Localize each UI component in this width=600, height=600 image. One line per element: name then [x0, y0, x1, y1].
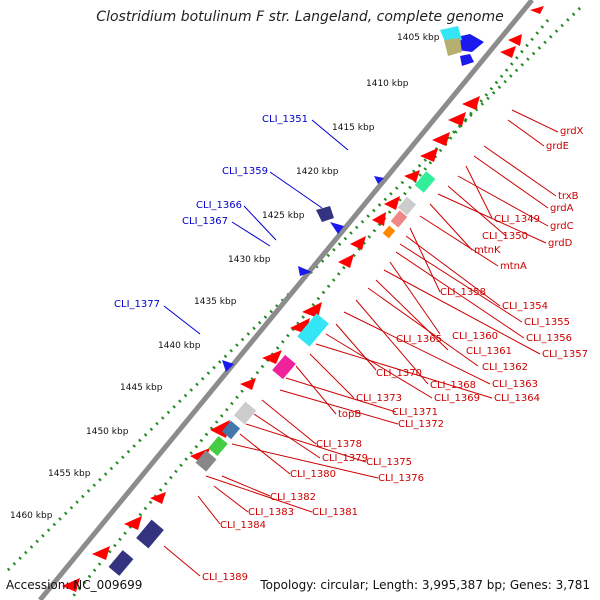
right-label: CLI_1370 — [376, 368, 422, 379]
right-label: CLI_1369 — [434, 393, 480, 404]
right-label: CLI_1371 — [392, 407, 438, 418]
left-leader-lines — [163, 119, 349, 335]
right-label: CLI_1355 — [524, 317, 570, 328]
right-label: grdD — [548, 238, 573, 249]
genome-backbone — [38, 0, 534, 600]
right-label: CLI_1350 — [482, 231, 528, 242]
kbp-tick: 1405 kbp — [397, 33, 440, 43]
left-label: CLI_1351 — [262, 114, 308, 125]
right-label: CLI_1373 — [356, 393, 402, 404]
map-title: Clostridium botulinum F str. Langeland, … — [96, 9, 504, 25]
forward-genes — [222, 26, 484, 372]
kbp-tick: 1410 kbp — [366, 79, 409, 89]
right-label: trxB — [558, 191, 579, 202]
right-label: CLI_1380 — [290, 469, 336, 480]
right-label: CLI_1381 — [312, 507, 358, 518]
right-label: CLI_1360 — [452, 331, 498, 342]
right-label: CLI_1382 — [270, 492, 316, 503]
right-label: CLI_1378 — [316, 439, 362, 450]
right-label: CLI_1389 — [202, 572, 248, 583]
right-label: CLI_1364 — [494, 393, 540, 404]
right-label: CLI_1354 — [502, 301, 548, 312]
kbp-tick: 1420 kbp — [296, 167, 339, 177]
right-label: CLI_1375 — [366, 457, 412, 468]
right-label: grdC — [550, 221, 574, 232]
kbp-tick: 1415 kbp — [332, 123, 375, 133]
right-label: CLI_1372 — [398, 419, 444, 430]
right-label: CLI_1349 — [494, 214, 540, 225]
right-label: grdE — [546, 141, 569, 152]
right-label: CLI_1368 — [430, 380, 476, 391]
right-label: CLI_1383 — [248, 507, 294, 518]
left-label: CLI_1377 — [114, 299, 160, 310]
kbp-tick: 1445 kbp — [120, 383, 163, 393]
right-label: mtnA — [500, 261, 527, 272]
kbp-tick: 1455 kbp — [48, 469, 91, 479]
right-leader-lines — [163, 109, 559, 577]
right-label: CLI_1365 — [396, 334, 442, 345]
left-label: CLI_1359 — [222, 166, 268, 177]
left-label: CLI_1367 — [182, 216, 228, 227]
right-label: grdA — [550, 203, 574, 214]
right-label: CLI_1384 — [220, 520, 266, 531]
left-labels: CLI_1351 CLI_1359 CLI_1366 CLI_1367 CLI_… — [114, 114, 308, 310]
kbp-tick-labels: 1405 kbp 1410 kbp 1415 kbp 1420 kbp 1425… — [10, 33, 440, 521]
right-label: CLI_1356 — [526, 333, 572, 344]
reverse-genes-colored — [108, 171, 436, 576]
right-label: CLI_1361 — [466, 346, 512, 357]
right-label: CLI_1379 — [322, 453, 368, 464]
right-label: CLI_1357 — [542, 349, 588, 360]
right-label: mtnK — [474, 245, 501, 256]
kbp-tick: 1450 kbp — [86, 427, 129, 437]
right-label: CLI_1362 — [482, 362, 528, 373]
kbp-tick: 1440 kbp — [158, 341, 201, 351]
left-label: CLI_1366 — [196, 200, 242, 211]
accession-label: Accession: NC_009699 — [6, 578, 143, 592]
right-labels: grdX grdE trxB grdA CLI_1349 grdC CLI_13… — [202, 126, 588, 583]
right-label: CLI_1358 — [440, 287, 486, 298]
genome-summary: Topology: circular; Length: 3,995,387 bp… — [260, 578, 590, 592]
right-label: topB — [338, 409, 361, 420]
kbp-tick: 1430 kbp — [228, 255, 271, 265]
right-label: CLI_1363 — [492, 379, 538, 390]
kbp-tick: 1460 kbp — [10, 511, 53, 521]
kbp-tick: 1435 kbp — [194, 297, 237, 307]
right-label: grdX — [560, 126, 584, 137]
kbp-tick: 1425 kbp — [262, 211, 305, 221]
right-label: CLI_1376 — [378, 473, 424, 484]
reverse-genes — [62, 6, 544, 592]
